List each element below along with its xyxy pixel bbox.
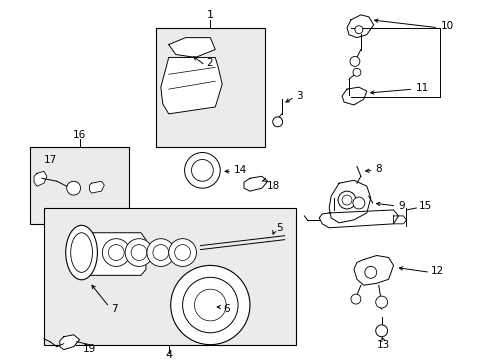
Polygon shape bbox=[244, 176, 267, 191]
Polygon shape bbox=[89, 181, 104, 193]
Text: 12: 12 bbox=[430, 266, 444, 276]
Text: 3: 3 bbox=[296, 91, 303, 101]
Text: 17: 17 bbox=[44, 156, 57, 166]
Bar bbox=[30, 147, 129, 224]
Polygon shape bbox=[341, 87, 366, 105]
Text: 1: 1 bbox=[206, 10, 213, 20]
Circle shape bbox=[352, 197, 364, 209]
Text: 14: 14 bbox=[234, 165, 247, 175]
Polygon shape bbox=[60, 335, 80, 350]
Circle shape bbox=[184, 153, 220, 188]
Polygon shape bbox=[185, 166, 192, 174]
Circle shape bbox=[102, 239, 130, 266]
Polygon shape bbox=[168, 38, 215, 58]
Circle shape bbox=[375, 325, 387, 337]
Text: 18: 18 bbox=[266, 181, 280, 191]
Circle shape bbox=[191, 159, 213, 181]
Circle shape bbox=[108, 245, 124, 261]
Circle shape bbox=[364, 266, 376, 278]
Bar bbox=[44, 208, 296, 345]
Polygon shape bbox=[34, 171, 47, 186]
Circle shape bbox=[194, 289, 226, 321]
Text: 13: 13 bbox=[376, 339, 389, 350]
Circle shape bbox=[375, 296, 387, 308]
Polygon shape bbox=[346, 15, 373, 38]
Circle shape bbox=[131, 245, 147, 261]
Circle shape bbox=[174, 245, 190, 261]
Polygon shape bbox=[328, 180, 370, 223]
Polygon shape bbox=[319, 210, 398, 228]
Polygon shape bbox=[161, 58, 222, 114]
Text: 6: 6 bbox=[223, 304, 229, 314]
Text: 7: 7 bbox=[111, 304, 118, 314]
Circle shape bbox=[341, 195, 351, 205]
Polygon shape bbox=[77, 233, 145, 275]
Circle shape bbox=[354, 26, 362, 34]
Text: 2: 2 bbox=[206, 58, 213, 68]
Circle shape bbox=[349, 57, 359, 66]
Circle shape bbox=[153, 245, 168, 261]
Circle shape bbox=[170, 265, 249, 345]
Polygon shape bbox=[393, 216, 406, 224]
Text: 4: 4 bbox=[165, 350, 172, 360]
Text: 19: 19 bbox=[82, 343, 96, 354]
Polygon shape bbox=[353, 256, 393, 285]
Text: 15: 15 bbox=[417, 201, 431, 211]
Circle shape bbox=[272, 117, 282, 127]
Circle shape bbox=[125, 239, 153, 266]
Circle shape bbox=[352, 68, 360, 76]
Circle shape bbox=[66, 181, 81, 195]
Text: 5: 5 bbox=[275, 223, 282, 233]
Bar bbox=[156, 28, 264, 147]
Ellipse shape bbox=[65, 225, 97, 280]
Text: 11: 11 bbox=[414, 83, 427, 93]
Text: 9: 9 bbox=[398, 201, 404, 211]
Circle shape bbox=[182, 277, 238, 333]
Circle shape bbox=[337, 191, 355, 209]
Text: 8: 8 bbox=[375, 165, 382, 174]
Circle shape bbox=[350, 294, 360, 304]
Text: 16: 16 bbox=[73, 130, 86, 140]
Circle shape bbox=[168, 239, 196, 266]
Text: 10: 10 bbox=[440, 21, 453, 31]
Ellipse shape bbox=[71, 233, 92, 273]
Circle shape bbox=[147, 239, 174, 266]
